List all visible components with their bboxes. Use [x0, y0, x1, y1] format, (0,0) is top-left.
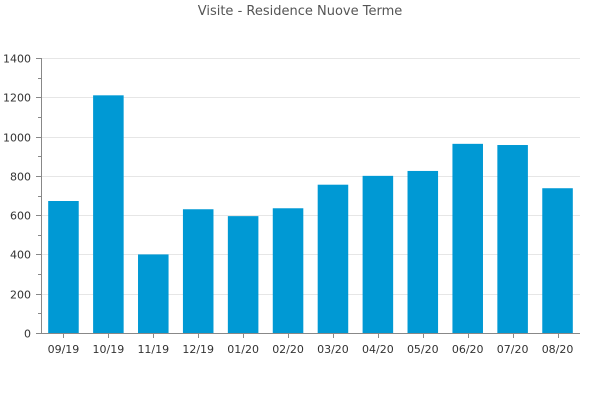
x-tick-label: 04/20 — [362, 343, 394, 356]
bar-01-20 — [227, 216, 259, 333]
x-tick-label: 01/20 — [227, 343, 259, 356]
y-tick-label: 200 — [10, 289, 31, 302]
y-tick-label: 400 — [10, 249, 31, 262]
bar-04-20 — [362, 175, 394, 333]
x-tick-label: 03/20 — [317, 343, 349, 356]
x-tick-label: 08/20 — [542, 343, 574, 356]
y-tick-labels: 0 200 400 600 800 1000 1200 1400 — [3, 53, 31, 341]
x-tick-label: 05/20 — [407, 343, 439, 356]
x-tick-label: 12/19 — [182, 343, 214, 356]
y-tick-label: 600 — [10, 210, 31, 223]
x-tick-label: 07/20 — [497, 343, 529, 356]
bar-08-20 — [542, 188, 573, 333]
bar-05-20 — [407, 170, 439, 333]
x-tick-label: 06/20 — [452, 343, 484, 356]
bar-12-19 — [182, 209, 214, 333]
grid-lines — [41, 58, 580, 295]
x-tick-label: 09/19 — [48, 343, 80, 356]
y-tick-label: 800 — [10, 171, 31, 184]
bar-02-20 — [272, 208, 304, 333]
bar-06-20 — [452, 143, 483, 333]
x-tick-label: 10/19 — [93, 343, 125, 356]
chart-title: Visite - Residence Nuove Terme — [197, 4, 403, 19]
bar-03-20 — [317, 184, 349, 333]
bars — [48, 95, 573, 333]
bar-10-19 — [93, 95, 124, 333]
bar-11-19 — [138, 254, 169, 333]
y-tick-label: 1400 — [3, 53, 31, 66]
y-tick-label: 0 — [24, 328, 31, 341]
y-tick-label: 1200 — [3, 92, 31, 105]
x-tick-label: 02/20 — [272, 343, 304, 356]
axes — [36, 58, 580, 338]
bar-09-19 — [48, 201, 79, 333]
y-tick-label: 1000 — [3, 132, 31, 145]
x-tick-label: 11/19 — [137, 343, 169, 356]
x-tick-labels: 09/19 10/19 11/19 12/19 01/20 02/20 03/20 04/20… — [48, 343, 574, 356]
bar-07-20 — [497, 145, 528, 333]
